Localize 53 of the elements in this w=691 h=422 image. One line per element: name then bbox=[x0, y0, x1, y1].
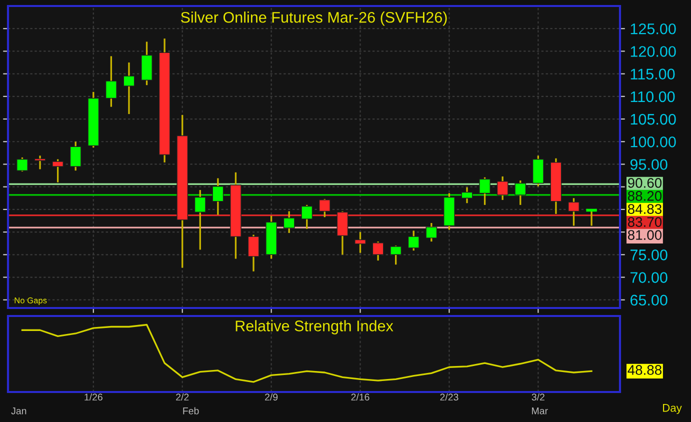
text: Mar bbox=[532, 408, 548, 414]
candlestick bbox=[496, 176, 508, 201]
x-tick-label: 1/26 bbox=[84, 393, 102, 401]
y-tick-label: 70.00 bbox=[630, 272, 668, 283]
candlestick bbox=[123, 62, 135, 115]
candlestick bbox=[106, 55, 117, 108]
candlestick bbox=[16, 156, 28, 172]
candlestick bbox=[283, 210, 295, 234]
y-tick-label: 65.00 bbox=[630, 294, 668, 306]
candlestick bbox=[52, 158, 64, 184]
x-tick-label: 2/9 bbox=[265, 393, 278, 401]
candlestick bbox=[461, 186, 473, 204]
candlestick bbox=[34, 154, 46, 170]
text: Jan bbox=[11, 408, 26, 414]
y-tick-label: 125.00 bbox=[630, 23, 676, 34]
candlestick bbox=[426, 222, 438, 242]
y-tick-label: 115.00 bbox=[630, 68, 675, 80]
chart-title: Relative Strength Index bbox=[236, 320, 394, 334]
ref-line-label: 88.20 bbox=[628, 191, 662, 201]
candlestick bbox=[318, 198, 330, 218]
text: Day bbox=[663, 404, 682, 414]
candlestick bbox=[301, 204, 313, 230]
candlestick bbox=[479, 176, 490, 206]
y-tick-label: 120.00 bbox=[630, 46, 676, 57]
candlestick bbox=[372, 240, 384, 262]
annotation: No Gaps bbox=[14, 297, 47, 305]
text: Feb bbox=[183, 407, 199, 414]
candlestick bbox=[212, 177, 224, 216]
candlestick bbox=[568, 197, 580, 227]
y-tick-label: 95.00 bbox=[630, 159, 668, 170]
candlestick bbox=[194, 189, 206, 251]
y-tick-label: 105.00 bbox=[630, 114, 676, 125]
candlestick bbox=[390, 244, 402, 266]
text: 84.83 bbox=[628, 204, 662, 214]
candlestick bbox=[532, 154, 544, 188]
y-tick-label: 100.00 bbox=[630, 136, 676, 148]
candlestick bbox=[248, 234, 260, 272]
candlestick bbox=[354, 231, 366, 254]
ref-line-label: 81.00 bbox=[628, 230, 662, 240]
candlestick bbox=[70, 140, 82, 172]
candlestick bbox=[514, 180, 526, 206]
ref-line-label: 90.60 bbox=[628, 178, 662, 188]
candlestick bbox=[336, 210, 348, 256]
text: 48.88 bbox=[628, 365, 662, 375]
x-tick-label: 2/23 bbox=[440, 393, 458, 401]
x-tick-label: 2/2 bbox=[176, 393, 189, 401]
ref-line-label: 83.70 bbox=[628, 217, 662, 227]
y-tick-label: 75.00 bbox=[630, 250, 668, 260]
x-tick-label: 2/16 bbox=[351, 393, 370, 401]
candlestick bbox=[408, 230, 420, 252]
chart-title: Silver Online Futures Mar-26 (SVFH26) bbox=[180, 12, 447, 26]
x-tick-label: 3/2 bbox=[532, 393, 544, 401]
y-tick-label: 110.00 bbox=[630, 91, 675, 102]
